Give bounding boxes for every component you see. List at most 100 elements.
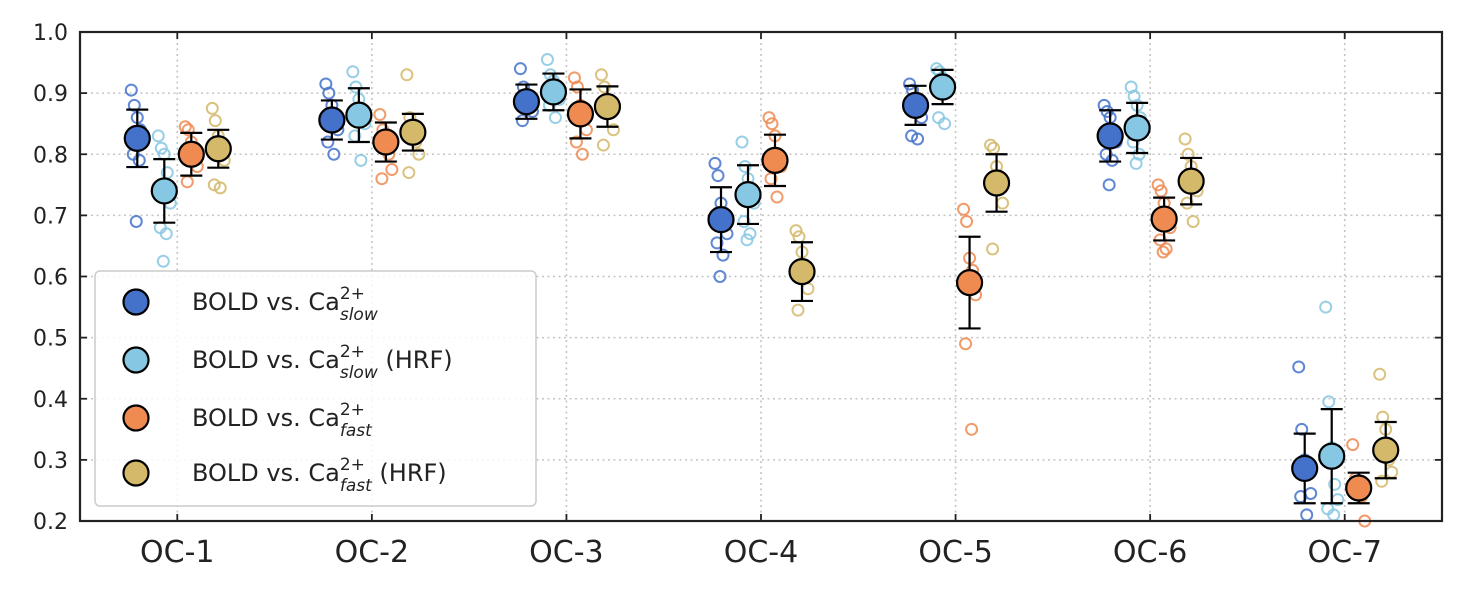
y-tick-label: 0.2 bbox=[33, 510, 68, 535]
y-tick-label: 0.4 bbox=[33, 388, 68, 413]
y-tick-label: 0.3 bbox=[33, 449, 68, 474]
data-point bbox=[159, 227, 173, 241]
data-point bbox=[765, 117, 779, 131]
mean-marker bbox=[1096, 122, 1124, 150]
data-point bbox=[321, 135, 335, 149]
x-tick-label: OC-6 bbox=[1113, 535, 1187, 570]
data-point bbox=[156, 254, 170, 268]
legend-label-subscript: fast bbox=[340, 421, 373, 441]
data-point bbox=[789, 224, 803, 238]
legend-box bbox=[94, 270, 537, 507]
mean-marker bbox=[593, 92, 622, 121]
mean-marker bbox=[177, 140, 205, 168]
y-tick-label: 0.7 bbox=[33, 204, 68, 229]
data-point bbox=[770, 190, 784, 204]
data-point bbox=[984, 138, 998, 152]
mean-marker bbox=[1372, 436, 1400, 464]
legend-label-suffix: (HRF) bbox=[378, 346, 453, 374]
data-point bbox=[1159, 242, 1173, 256]
data-point bbox=[1151, 178, 1165, 192]
y-tick-label: 0.5 bbox=[33, 327, 68, 352]
data-point bbox=[1328, 477, 1342, 491]
mean-markers bbox=[123, 73, 1400, 502]
mean-marker bbox=[761, 146, 789, 174]
data-point bbox=[606, 123, 620, 137]
x-tick-label: OC-1 bbox=[140, 535, 214, 570]
data-point bbox=[1292, 360, 1306, 374]
data-point bbox=[327, 147, 341, 161]
legend-label: BOLD vs. Ca2+ slow (HRF) bbox=[192, 342, 453, 383]
data-point bbox=[735, 135, 749, 149]
data-point bbox=[373, 108, 387, 122]
data-point bbox=[1186, 214, 1200, 228]
data-point bbox=[1100, 104, 1114, 118]
data-point bbox=[1322, 395, 1336, 409]
data-point bbox=[540, 53, 554, 67]
data-point bbox=[710, 236, 724, 250]
data-point bbox=[180, 175, 194, 189]
data-point bbox=[716, 248, 730, 262]
data-point bbox=[575, 147, 589, 161]
data-point bbox=[322, 86, 336, 100]
data-point bbox=[154, 141, 168, 155]
data-point bbox=[1178, 132, 1192, 146]
data-point bbox=[513, 62, 527, 76]
data-point bbox=[987, 141, 1001, 155]
legend-marker bbox=[122, 459, 150, 487]
legend-label-base: BOLD vs. Ca bbox=[192, 288, 340, 316]
x-tick-label: OC-7 bbox=[1307, 535, 1381, 570]
data-point bbox=[791, 303, 805, 317]
data-point bbox=[740, 233, 754, 247]
mean-marker bbox=[955, 269, 984, 297]
legend-label-subscript: fast bbox=[340, 476, 373, 496]
data-point bbox=[127, 98, 141, 112]
data-point bbox=[957, 202, 971, 216]
data-point bbox=[594, 68, 608, 82]
data-point bbox=[911, 132, 925, 146]
y-tick-label: 1.0 bbox=[33, 21, 68, 46]
data-point bbox=[349, 80, 363, 94]
data-point bbox=[375, 172, 389, 186]
legend-label: BOLD vs. Ca2+ fast (HRF) bbox=[192, 455, 447, 496]
data-point bbox=[213, 181, 227, 195]
legend-label-subscript: slow bbox=[340, 363, 378, 383]
data-point bbox=[938, 117, 952, 131]
legend-label-base: BOLD vs. Ca bbox=[192, 459, 340, 487]
mean-marker bbox=[1345, 474, 1373, 502]
data-point bbox=[1180, 196, 1194, 210]
data-point bbox=[738, 159, 752, 173]
data-point bbox=[1102, 178, 1116, 192]
mean-marker bbox=[345, 101, 373, 129]
mean-marker bbox=[372, 128, 400, 156]
data-point bbox=[960, 214, 974, 228]
mean-marker bbox=[901, 91, 930, 119]
mean-marker bbox=[318, 106, 346, 134]
y-tick-label: 0.8 bbox=[33, 143, 68, 168]
legend-label-suffix: (HRF) bbox=[372, 459, 447, 487]
data-point bbox=[402, 166, 416, 180]
legend-label-superscript: 2+ bbox=[340, 400, 365, 420]
data-point bbox=[762, 111, 776, 125]
data-point bbox=[1295, 422, 1309, 436]
data-point bbox=[151, 129, 165, 143]
y-tick-label: 0.6 bbox=[33, 266, 68, 291]
mean-marker bbox=[928, 73, 957, 101]
data-point bbox=[930, 62, 944, 76]
legend-label-base: BOLD vs. Ca bbox=[192, 404, 340, 432]
mean-marker bbox=[734, 180, 762, 209]
data-point bbox=[569, 135, 583, 149]
mean-marker bbox=[1177, 167, 1205, 195]
mean-marker bbox=[539, 78, 568, 106]
mean-marker bbox=[982, 169, 1011, 197]
data-point bbox=[996, 196, 1010, 210]
mean-marker bbox=[707, 206, 735, 234]
data-point bbox=[354, 153, 368, 167]
legend-label-superscript: 2+ bbox=[340, 455, 365, 475]
data-point bbox=[1129, 156, 1143, 170]
data-point bbox=[1154, 184, 1168, 198]
data-point bbox=[1294, 490, 1308, 504]
data-point bbox=[132, 153, 146, 167]
data-point bbox=[1375, 474, 1389, 488]
data-point bbox=[124, 83, 138, 97]
mean-marker bbox=[204, 135, 232, 163]
